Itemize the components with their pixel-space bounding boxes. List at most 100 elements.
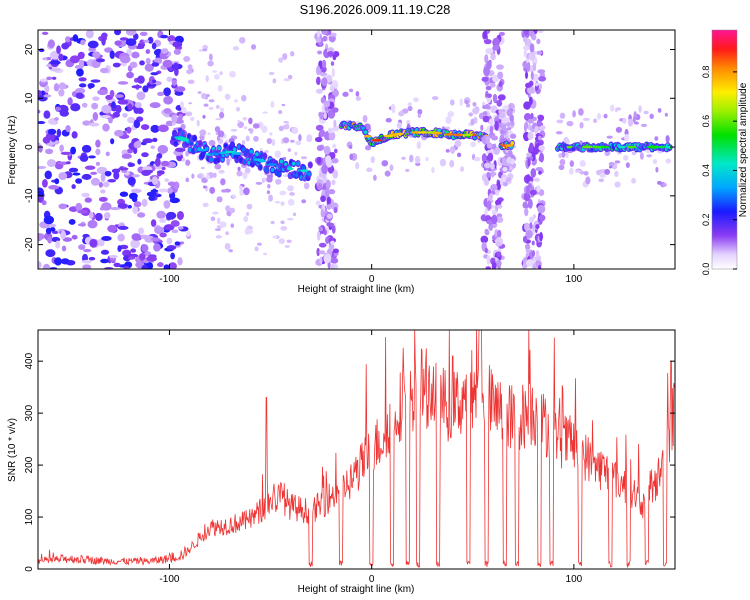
- heatmap-cell: [279, 190, 287, 196]
- heatmap-cell: [208, 53, 213, 61]
- heatmap-cell: [245, 135, 250, 142]
- heatmap-cell: [528, 216, 535, 223]
- heatmap-cell: [107, 224, 118, 233]
- heatmap-cell: [614, 170, 619, 178]
- heatmap-cell: [127, 205, 132, 209]
- heatmap-cell: [253, 135, 259, 142]
- heatmap-cell: [303, 182, 310, 190]
- spectrogram-frame: [37, 29, 676, 270]
- heatmap-cell: [566, 120, 574, 127]
- heatmap-cell: [662, 182, 667, 187]
- heatmap-cell: [455, 133, 462, 137]
- heatmap-cell: [332, 169, 339, 179]
- heatmap-cell: [53, 83, 60, 92]
- heatmap-cell: [131, 85, 143, 89]
- heatmap-cell: [75, 178, 83, 184]
- heatmap-cell: [145, 49, 151, 55]
- heatmap-cell: [58, 172, 68, 180]
- heatmap-cell: [232, 194, 236, 199]
- heatmap-cell: [530, 71, 534, 80]
- heatmap-cell: [318, 250, 326, 255]
- heatmap-cell: [371, 138, 383, 142]
- heatmap-cell: [47, 39, 55, 49]
- heatmap-cell: [81, 192, 90, 198]
- heatmap-cell: [526, 174, 531, 184]
- heatmap-cell: [126, 148, 134, 154]
- heatmap-cell: [555, 131, 563, 135]
- heatmap-cell: [60, 258, 70, 265]
- heatmap-cell: [249, 128, 254, 134]
- heatmap-cell: [324, 187, 330, 198]
- heatmap-cell: [523, 101, 532, 110]
- colorbar-label: Normalized spectral amplitude: [738, 82, 749, 217]
- heatmap-cell: [187, 64, 193, 70]
- heatmap-cell: [323, 145, 331, 155]
- heatmap-cell: [150, 145, 156, 150]
- heatmap-cell: [257, 242, 262, 246]
- heatmap-cell: [445, 133, 454, 136]
- heatmap-cell: [130, 239, 141, 249]
- heatmap-cell: [154, 157, 161, 167]
- heatmap-cell: [657, 107, 662, 113]
- heatmap-cell: [486, 200, 492, 210]
- heatmap-cell: [315, 88, 324, 94]
- heatmap-cell: [538, 170, 542, 175]
- heatmap-cell: [101, 104, 112, 114]
- heatmap-cell: [254, 246, 259, 252]
- heatmap-cell: [417, 131, 429, 134]
- heatmap-cell: [278, 238, 285, 244]
- heatmap-cell: [537, 135, 542, 141]
- heatmap-cell: [615, 126, 623, 133]
- heatmap-cell: [445, 116, 452, 124]
- heatmap-cell: [46, 56, 52, 61]
- heatmap-cell: [608, 165, 613, 169]
- heatmap-cell: [100, 249, 110, 255]
- heatmap-cell: [532, 62, 537, 72]
- heatmap-cell: [187, 134, 191, 139]
- heatmap-cell: [102, 181, 110, 188]
- heatmap-cell: [72, 34, 79, 42]
- heatmap-cell: [593, 118, 598, 124]
- heatmap-cell: [407, 102, 412, 107]
- heatmap-cell: [266, 137, 273, 145]
- heatmap-cell: [226, 158, 230, 166]
- heatmap-cell: [38, 195, 44, 203]
- heatmap-cell: [117, 203, 128, 209]
- heatmap-cell: [255, 181, 263, 185]
- heatmap-cell: [210, 216, 216, 222]
- heatmap-cell: [241, 94, 247, 102]
- heatmap-cell: [321, 59, 327, 69]
- heatmap-cell: [537, 30, 544, 34]
- heatmap-cell: [242, 140, 246, 145]
- heatmap-cell: [59, 110, 70, 117]
- heatmap-cell: [402, 108, 409, 114]
- heatmap-cell: [579, 122, 584, 129]
- heatmap-cell: [320, 209, 325, 218]
- heatmap-cell: [493, 37, 500, 47]
- heatmap-cell: [330, 264, 335, 269]
- heatmap-cell: [622, 155, 629, 161]
- heatmap-cell: [131, 196, 138, 203]
- heatmap-cell: [243, 126, 248, 130]
- heatmap-cell: [498, 31, 505, 37]
- x-tick-label: -100: [159, 274, 179, 285]
- heatmap-cell: [67, 97, 73, 106]
- heatmap-cell: [538, 214, 546, 222]
- heatmap-cell: [334, 148, 338, 154]
- heatmap-cell: [291, 127, 299, 135]
- heatmap-cell: [498, 81, 503, 88]
- heatmap-cell: [317, 182, 323, 191]
- heatmap-cell: [348, 88, 354, 93]
- heatmap-cell: [157, 124, 169, 133]
- heatmap-cell: [655, 166, 659, 173]
- heatmap-cell: [239, 188, 244, 196]
- heatmap-cell: [215, 117, 222, 121]
- heatmap-cell: [295, 140, 302, 146]
- heatmap-cell: [559, 158, 566, 166]
- heatmap-cell: [491, 209, 498, 216]
- heatmap-cell: [506, 156, 512, 164]
- heatmap-cell: [238, 36, 246, 44]
- heatmap-cell: [81, 259, 92, 264]
- heatmap-cell: [332, 125, 340, 132]
- heatmap-cell: [146, 83, 157, 87]
